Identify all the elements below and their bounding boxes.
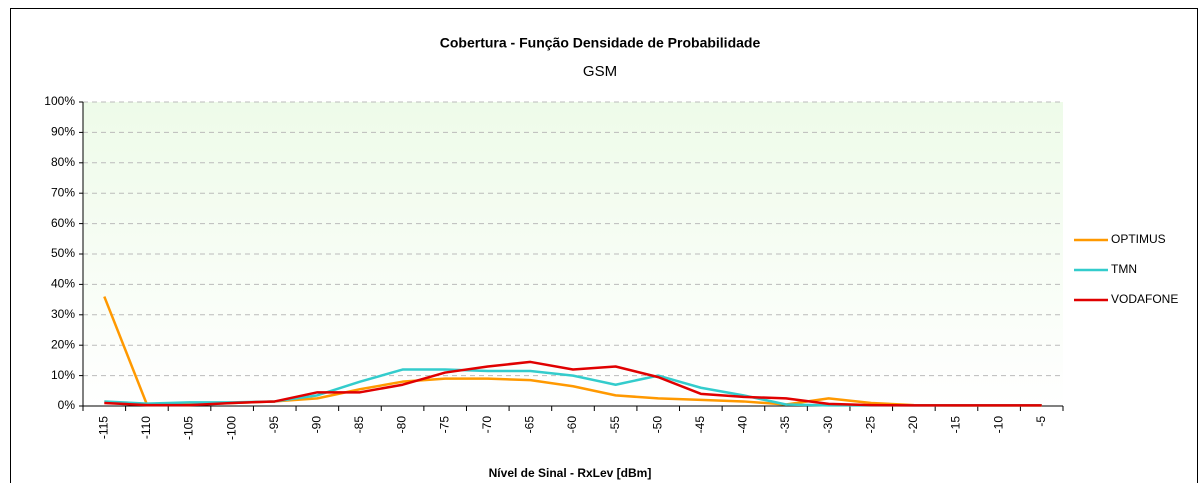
y-tick-label: 100% — [44, 94, 75, 108]
series-line — [104, 360, 1042, 407]
y-tick-label: 90% — [51, 125, 75, 139]
x-tick-label: -60 — [565, 416, 579, 434]
x-tick-label: -85 — [352, 416, 366, 434]
x-tick-label: -95 — [267, 416, 281, 434]
x-tick-label: -65 — [523, 416, 537, 434]
x-tick-label: -40 — [736, 416, 750, 434]
y-tick-label: 20% — [51, 337, 75, 351]
chart-title: Cobertura - Função Densidade de Probabil… — [440, 35, 761, 51]
x-axis-label: Nível de Sinal - RxLev [dBm] — [489, 466, 652, 480]
y-tick-label: 30% — [51, 307, 75, 321]
y-tick-label: 40% — [51, 277, 75, 291]
x-tick-label: -10 — [991, 416, 1005, 434]
x-tick-label: -25 — [863, 416, 877, 434]
x-tick-label: -35 — [778, 416, 792, 434]
x-tick-label: -55 — [608, 416, 622, 434]
y-tick-label: 60% — [51, 216, 75, 230]
x-tick-label: -105 — [182, 416, 196, 440]
x-tick-label: -75 — [437, 416, 451, 434]
y-tick-label: 70% — [51, 185, 75, 199]
x-tick-label: -90 — [310, 416, 324, 434]
chart-subtitle: GSM — [583, 63, 617, 80]
x-tick-label: -45 — [693, 416, 707, 434]
y-tick-label: 80% — [51, 155, 75, 169]
x-tick-label: -100 — [224, 416, 238, 440]
x-tick-label: -20 — [906, 416, 920, 434]
y-tick-label: 0% — [58, 398, 76, 412]
x-tick-label: -15 — [949, 416, 963, 434]
x-tick-label: -80 — [395, 416, 409, 434]
x-tick-label: -110 — [139, 416, 153, 439]
x-tick-label: -5 — [1034, 416, 1048, 427]
x-tick-label: -30 — [821, 416, 835, 434]
x-tick-label: -50 — [650, 416, 664, 434]
y-tick-label: 50% — [51, 246, 75, 260]
legend-label: VODAFONE — [1111, 292, 1178, 306]
legend-label: OPTIMUS — [1111, 232, 1166, 246]
legend-label: TMN — [1111, 262, 1137, 276]
x-tick-label: -115 — [96, 416, 110, 439]
x-tick-label: -70 — [480, 416, 494, 434]
y-tick-label: 10% — [51, 368, 75, 382]
